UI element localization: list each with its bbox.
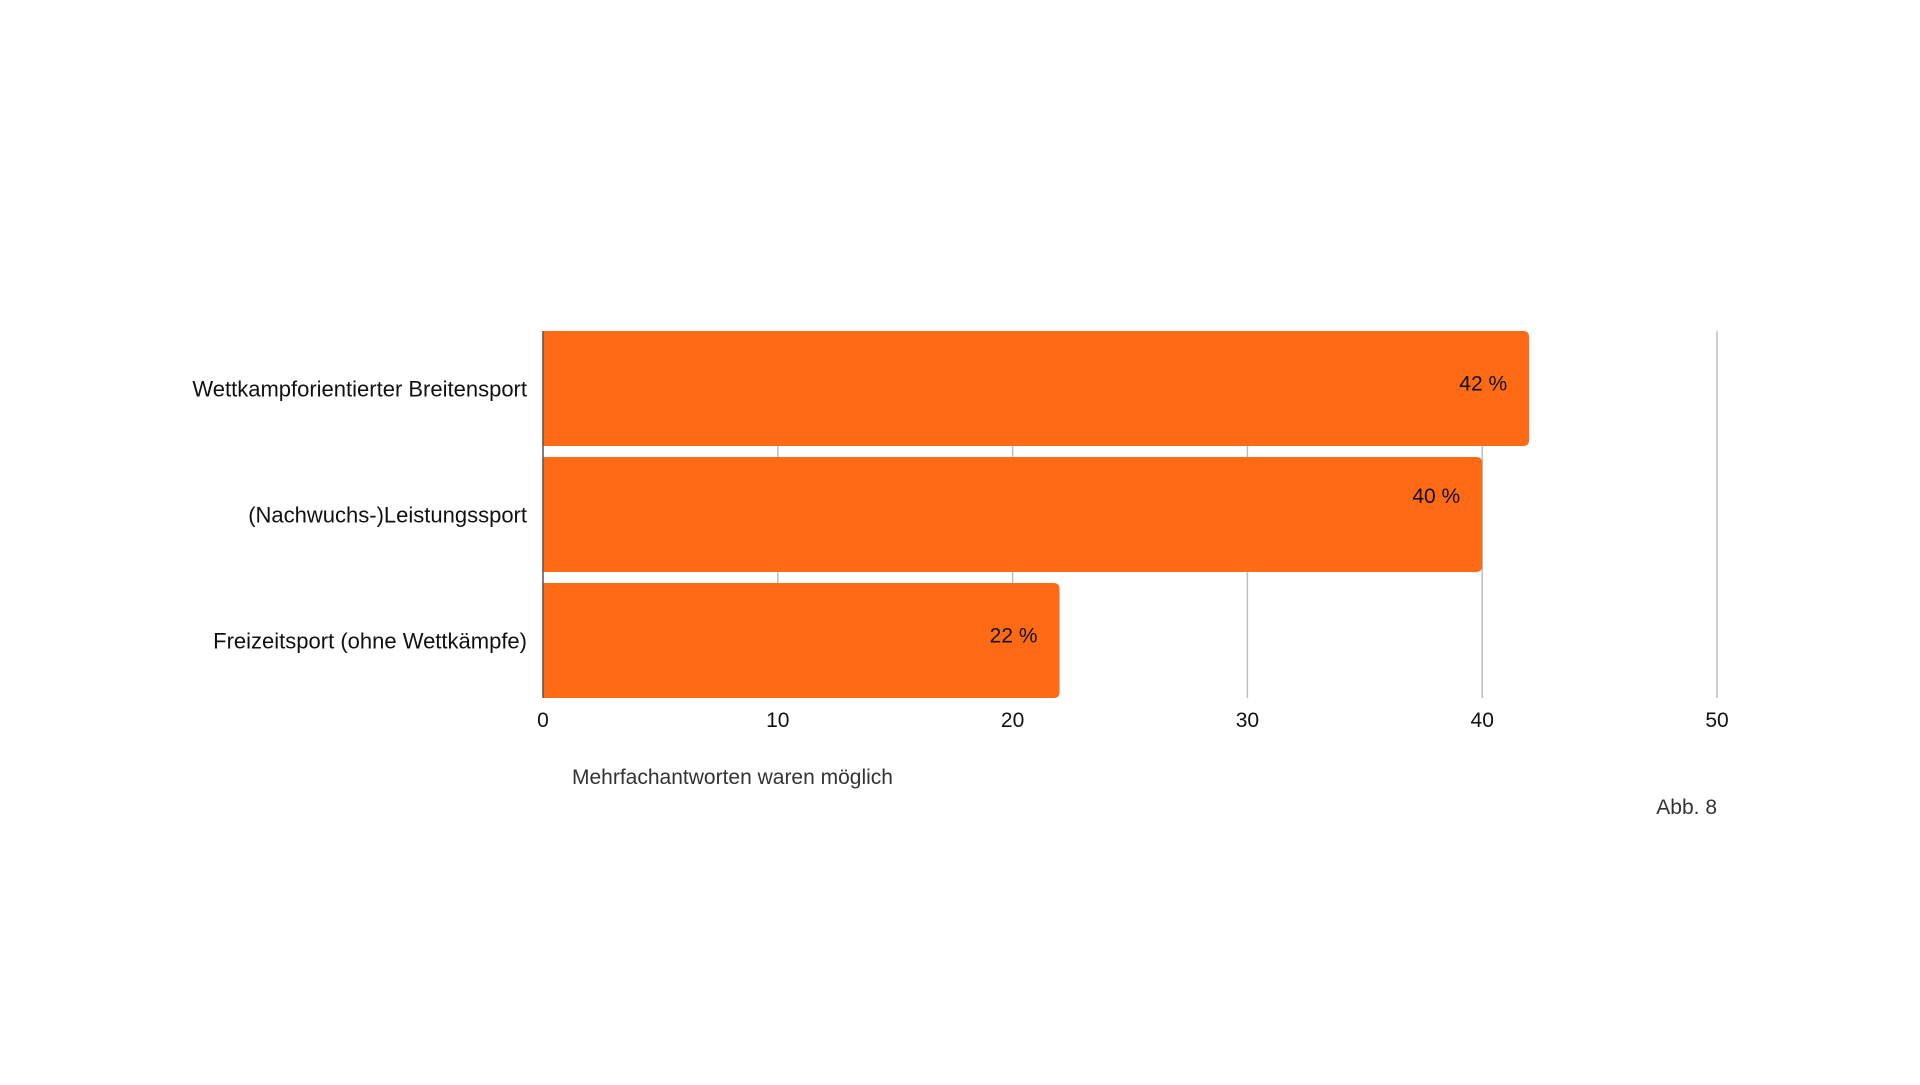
category-label-1: (Nachwuchs-)Leistungssport bbox=[248, 503, 527, 528]
bar-1 bbox=[543, 457, 1483, 572]
value-label-1: 40 % bbox=[1412, 485, 1460, 508]
x-tick-label-30: 30 bbox=[1236, 709, 1259, 732]
x-tick-label-20: 20 bbox=[1001, 709, 1024, 732]
category-label-0: Wettkampforientierter Breitensport bbox=[192, 377, 527, 402]
figure-label: Abb. 8 bbox=[1656, 796, 1717, 819]
category-label-2: Freizeitsport (ohne Wettkämpfe) bbox=[213, 629, 527, 654]
bar-layer bbox=[543, 331, 1530, 698]
bar-0 bbox=[543, 331, 1530, 446]
value-label-0: 42 % bbox=[1459, 373, 1507, 396]
value-label-2: 22 % bbox=[990, 625, 1038, 648]
x-tick-label-10: 10 bbox=[766, 709, 789, 732]
x-tick-label-0: 0 bbox=[537, 709, 549, 732]
bar-2 bbox=[543, 583, 1060, 698]
chart-note: Mehrfachantworten waren möglich bbox=[572, 766, 893, 789]
x-tick-label-40: 40 bbox=[1471, 709, 1494, 732]
label-layer: 0 10 20 30 40 50 Wettkampforientierter Breiten… bbox=[192, 373, 1728, 733]
x-tick-label-50: 50 bbox=[1705, 709, 1728, 732]
